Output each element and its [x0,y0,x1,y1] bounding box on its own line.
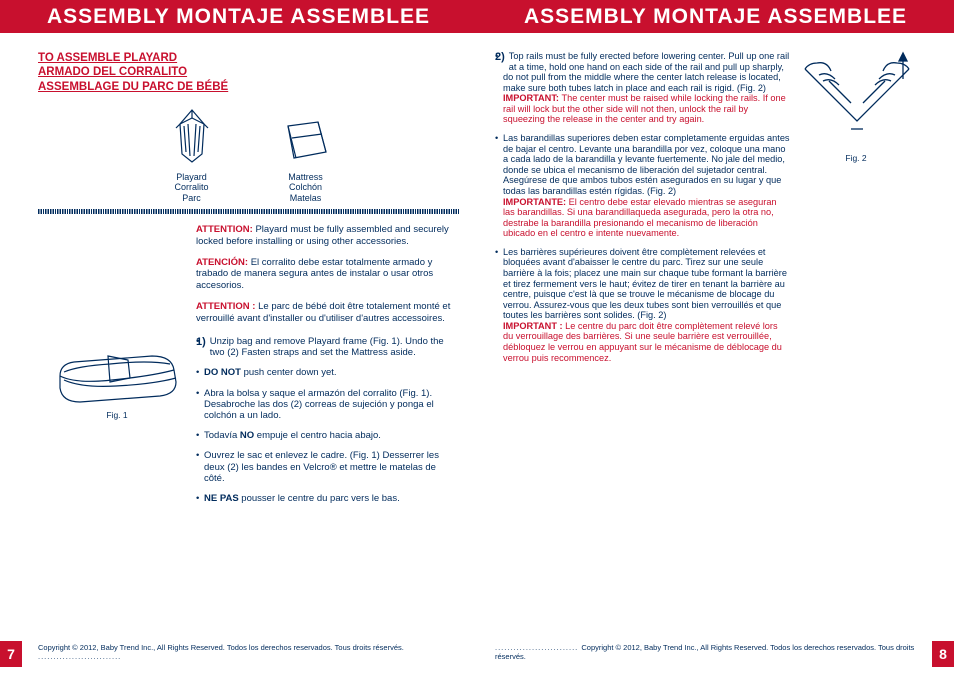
playard-label: Playard Corralito Parc [160,172,224,203]
step2-es: Las barandillas superiores deben estar c… [495,133,790,239]
attention-block: ATTENTION: Playard must be fully assembl… [196,224,459,324]
section-title: TO ASSEMBLE PLAYARD ARMADO DEL CORRALITO… [38,51,459,94]
step2-en: Top rails must be fully erected before l… [495,51,790,125]
attention-fr: ATTENTION : Le parc de bébé doit être to… [196,301,459,324]
step1-d: Todavía NO empuje el centro hacia abajo. [196,430,459,441]
step-1-row: Fig. 1 1) Unzip bag and remove Playard f… [38,336,459,513]
right-content: 2) Top rails must be fully erected befor… [477,33,954,371]
step1-a: Unzip bag and remove Playard frame (Fig.… [196,336,459,358]
step1-b: DO NOT push center down yet. [196,367,459,378]
page-8: ASSEMBLY MONTAJE ASSEMBLEE 2) Top rails … [477,0,954,677]
step-2-row: 2) Top rails must be fully erected befor… [495,51,916,371]
fig-2-col: Fig. 2 [796,51,916,371]
page-num-right: 8 [932,641,954,667]
mattress-icon-box: Mattress Colchón Matelas [274,104,338,203]
step1-c: Abra la bolsa y saque el armazón del cor… [196,388,459,422]
step-2-text: 2) Top rails must be fully erected befor… [495,51,790,371]
step1-f: NE PAS pousser le centre du parc vers le… [196,493,459,504]
fig-1-caption: Fig. 1 [38,410,196,420]
page-num-left: 7 [0,641,22,667]
attention-en: ATTENTION: Playard must be fully assembl… [196,224,459,247]
title-es: ARMADO DEL CORRALITO [38,65,459,79]
playard-icon-box: Playard Corralito Parc [160,104,224,203]
fig-1-icon [52,336,182,408]
playard-icon [160,104,224,170]
step-1-text: 1) Unzip bag and remove Playard frame (F… [196,336,459,513]
header-right: ASSEMBLY MONTAJE ASSEMBLEE [477,0,954,33]
footer-right: ........................... Copyright © … [495,643,916,661]
fig-2-icon [799,51,914,151]
title-fr: ASSEMBLAGE DU PARC DE BÉBÉ [38,80,459,94]
mattress-icon [274,104,338,170]
step2-fr: Les barrières supérieures doivent être c… [495,247,790,363]
attention-es: ATENCIÓN: El corralito debe estar totalm… [196,257,459,291]
title-en: TO ASSEMBLE PLAYARD [38,51,459,65]
left-content: TO ASSEMBLE PLAYARD ARMADO DEL CORRALITO… [0,33,477,513]
divider-hash [38,209,459,214]
fig-1-col: Fig. 1 [38,336,196,513]
icons-row: Playard Corralito Parc Mattress Colc [38,104,459,203]
page-7: ASSEMBLY MONTAJE ASSEMBLEE TO ASSEMBLE P… [0,0,477,677]
fig-2-caption: Fig. 2 [796,153,916,163]
step1-e: Ouvrez le sac et enlevez le cadre. (Fig.… [196,450,459,484]
header-left: ASSEMBLY MONTAJE ASSEMBLEE [0,0,477,33]
footer-left: Copyright © 2012, Baby Trend Inc., All R… [38,643,467,661]
mattress-label: Mattress Colchón Matelas [274,172,338,203]
